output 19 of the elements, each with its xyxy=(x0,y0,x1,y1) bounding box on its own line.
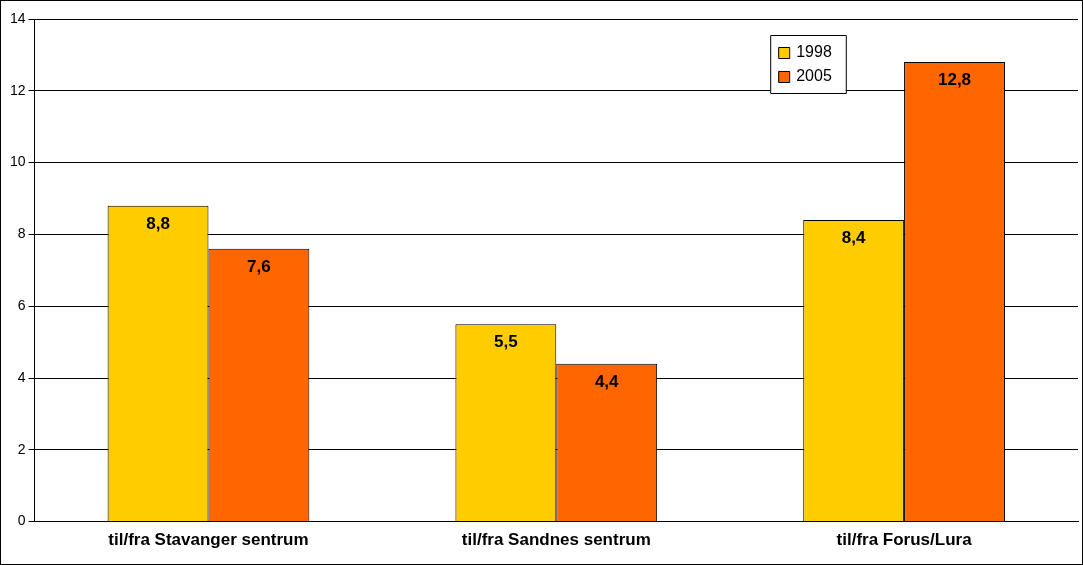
legend-label: 1998 xyxy=(796,43,832,61)
data-label: 8,8 xyxy=(146,213,170,233)
x-tick-label: til/fra Stavanger sentrum xyxy=(108,530,309,550)
y-tick-label: 14 xyxy=(9,9,26,26)
x-tick-label: til/fra Forus/Lura xyxy=(836,530,973,550)
x-tick-label: til/fra Sandnes sentrum xyxy=(461,530,651,550)
data-label: 7,6 xyxy=(247,256,271,276)
y-tick-label: 4 xyxy=(17,368,26,385)
data-label: 12,8 xyxy=(937,70,972,90)
data-label: 8,4 xyxy=(841,228,867,248)
legend-label: 2005 xyxy=(796,67,832,85)
y-tick-label: 12 xyxy=(9,81,26,98)
y-tick-label: 0 xyxy=(17,512,26,529)
y-tick-label: 8 xyxy=(17,225,26,242)
y-tick-label: 2 xyxy=(17,440,26,457)
data-label: 4,4 xyxy=(594,371,620,391)
data-label: 5,5 xyxy=(494,332,518,352)
y-tick-label: 10 xyxy=(9,153,26,170)
y-tick-label: 6 xyxy=(17,297,26,314)
